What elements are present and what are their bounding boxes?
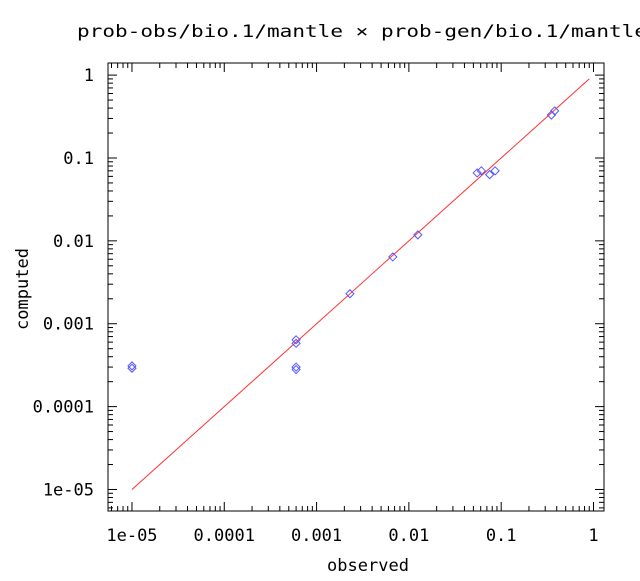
y-tick-label: 0.001 xyxy=(43,315,94,335)
data-point xyxy=(388,252,398,262)
plot-frame xyxy=(107,62,605,512)
data-point xyxy=(476,166,487,176)
y-tick-label: 0.0001 xyxy=(33,398,94,418)
data-point xyxy=(549,106,560,116)
y-tick-label: 0.01 xyxy=(53,232,94,252)
data-point xyxy=(490,166,500,176)
y-tick-label: 1e-05 xyxy=(43,480,94,500)
data-point xyxy=(472,168,482,178)
x-tick-label: 1 xyxy=(588,526,598,546)
data-point xyxy=(291,362,301,372)
tick-labels: 1e-05 0.0001 0.001 0.01 0.1 1 1e-05 0.0001 0.001… xyxy=(33,66,599,546)
data-point xyxy=(413,230,423,240)
chart-title: prob-obs/bio.1/mantle × prob-gen/bio.1/m… xyxy=(77,22,640,42)
x-tick-label: 0.001 xyxy=(291,526,342,546)
reference-line xyxy=(131,78,590,490)
axis-ticks xyxy=(108,63,604,511)
y-axis-label: computed xyxy=(13,248,33,330)
x-tick-label: 0.0001 xyxy=(194,526,255,546)
data-point xyxy=(127,361,137,371)
y-tick-label: 1 xyxy=(84,66,94,86)
data-point xyxy=(345,289,355,299)
data-point xyxy=(484,169,495,180)
data-point xyxy=(291,364,301,375)
data-point xyxy=(127,363,137,373)
data-point xyxy=(291,335,301,345)
x-axis-label: observed xyxy=(327,556,409,576)
x-tick-label: 1e-05 xyxy=(106,526,157,546)
x-tick-label: 0.1 xyxy=(486,526,517,546)
y-tick-label: 0.1 xyxy=(63,149,94,169)
x-tick-label: 0.01 xyxy=(388,526,429,546)
data-point xyxy=(291,338,301,349)
data-points xyxy=(127,106,560,375)
